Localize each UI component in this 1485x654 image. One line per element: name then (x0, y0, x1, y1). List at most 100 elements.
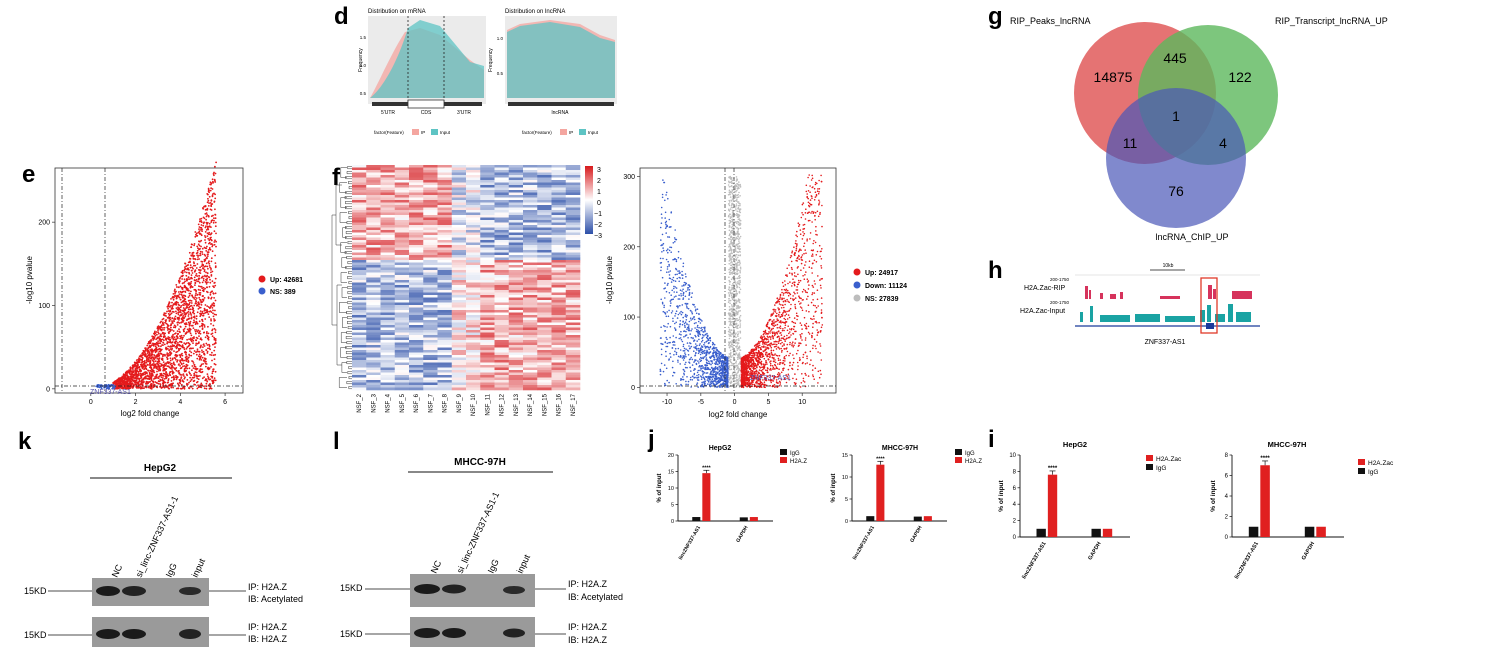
e-point-up (169, 340, 172, 343)
f-heat-cell (437, 167, 453, 171)
g-count-b-only: 122 (1228, 69, 1252, 85)
e-point-up (198, 293, 201, 296)
f-heat-cell (380, 182, 396, 186)
f-heat-cell (451, 347, 467, 351)
e-point-up (200, 355, 203, 357)
e-point-up (186, 379, 189, 381)
f-heat-cell (437, 305, 453, 308)
e-point-up (198, 331, 201, 334)
f-heat-cell (537, 337, 552, 341)
f-heat-cell (409, 277, 424, 281)
f-heat-cell (508, 235, 524, 238)
e-point-up (162, 383, 165, 386)
f-heat-cell (551, 305, 567, 308)
g-count-ac: 11 (1123, 135, 1138, 151)
f-heat-cell (423, 387, 438, 391)
e-point-up (210, 204, 213, 207)
f-heat-cell (380, 240, 396, 243)
f-heat-cell (423, 327, 438, 331)
e-point-up (167, 325, 170, 327)
g-count-a-only: 14875 (1094, 69, 1133, 85)
e-point-up (183, 334, 185, 337)
f-heat-cell (551, 382, 567, 386)
f-heat-cell (523, 232, 538, 236)
e-point-up (211, 307, 214, 309)
e-point-up (202, 331, 205, 334)
f-heat-cell (409, 210, 424, 213)
e-point-up (152, 360, 155, 362)
f-heat-cell (451, 232, 467, 236)
f-heat-cell (394, 240, 410, 243)
e-point-up (138, 373, 140, 376)
e-point-up (142, 373, 145, 376)
f-heat-cell (409, 372, 424, 376)
fv-point-ns (735, 205, 738, 207)
f-heat-cell (523, 207, 538, 211)
f-heat-cell (565, 377, 581, 381)
f-heat-cell (380, 252, 396, 256)
e-point-up (209, 189, 212, 192)
e-point-up (200, 260, 203, 263)
f-heat-cell (480, 380, 495, 383)
f-heat-cell (494, 170, 510, 173)
e-point-up (160, 372, 163, 375)
f-heat-cell (409, 332, 424, 336)
e-point-up (190, 334, 193, 337)
e-point-up (207, 205, 210, 207)
f-heat-cell (366, 165, 381, 168)
e-point-up (193, 244, 196, 247)
e-point-up (204, 361, 206, 363)
f-heat-cell (352, 215, 367, 218)
e-point-up (203, 307, 206, 310)
e-point-up (197, 378, 200, 381)
f-heat-cell (537, 200, 552, 203)
e-point-up (116, 379, 118, 382)
e-point-up (184, 266, 186, 268)
e-point-up (198, 350, 201, 353)
f-heat-cell (565, 382, 581, 386)
f-heat-cell (352, 207, 367, 211)
f-heat-cell (537, 322, 552, 326)
e-point-up (211, 303, 214, 306)
f-heat-cell (423, 182, 438, 186)
e-point-up (207, 233, 210, 236)
f-heat-cell (494, 372, 510, 376)
d-region-3utr: 3'UTR (457, 110, 471, 116)
f-heat-cell (451, 272, 467, 276)
e-point-up (177, 309, 180, 312)
e-point-up (187, 356, 190, 359)
d-region-5utr: 5'UTR (381, 110, 395, 116)
e-point-up (196, 375, 199, 378)
f-heat-cell (523, 372, 538, 376)
e-point-up (141, 359, 143, 361)
f-heat-cell (423, 325, 438, 328)
f-heat-cell (423, 255, 438, 258)
e-point-up (114, 381, 117, 384)
fv-point-ns (736, 212, 738, 215)
fv-point-ns (733, 370, 736, 372)
e-point-up (147, 369, 149, 372)
f-heat-cell (423, 245, 438, 248)
f-heat-cell (423, 307, 438, 311)
e-point-up (197, 278, 200, 281)
e-point-up (210, 323, 212, 325)
f-heat-cell (380, 272, 396, 276)
e-point-up (135, 379, 138, 382)
e-point-up (203, 324, 206, 326)
f-heat-cell (423, 282, 438, 286)
f-heat-cell (394, 327, 410, 331)
e-point-up (126, 377, 129, 380)
e-point-up (194, 299, 197, 301)
e-point-up (207, 237, 210, 240)
f-heat-cell (394, 210, 410, 213)
e-point-up (199, 285, 202, 288)
f-heat-cell (451, 382, 467, 386)
fv-point-ns (737, 247, 740, 250)
f-heat-cell (352, 260, 367, 263)
e-point-up (185, 373, 188, 376)
f-heat-cell (394, 190, 410, 193)
f-heat-cell (508, 367, 524, 371)
fv-point-ns (738, 280, 740, 282)
fv-point-ns (736, 343, 739, 345)
f-heat-cell (551, 215, 567, 218)
